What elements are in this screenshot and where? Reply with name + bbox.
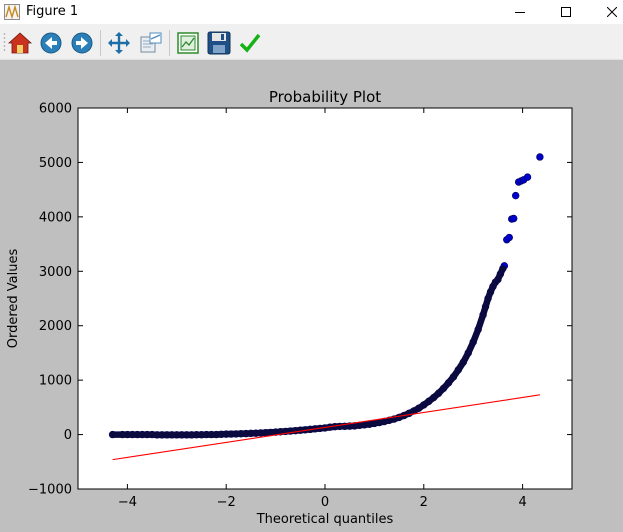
pan-button[interactable]	[106, 30, 132, 56]
y-tick-label: −1000	[28, 483, 72, 498]
x-tick-label: −4	[118, 495, 137, 510]
home-button[interactable]	[7, 30, 33, 56]
minimize-icon	[515, 12, 525, 13]
zoom-icon	[140, 32, 162, 53]
fit-line	[112, 394, 540, 461]
y-tick-label: 0	[64, 428, 72, 443]
x-tick-label: 0	[321, 495, 329, 510]
y-tick-label: 2000	[39, 319, 72, 334]
toolbar-separator	[169, 30, 170, 56]
forward-icon	[71, 32, 93, 54]
pan-icon	[108, 32, 130, 54]
edit-parameters-button[interactable]	[237, 30, 263, 56]
window-title: Figure 1	[26, 4, 79, 19]
figure-canvas[interactable]: −4 −2 0 2 4 −1000 0 1000 2000 3000 4000 5000 6000 Pro…	[0, 60, 623, 532]
y-tick-label: 5000	[39, 156, 72, 171]
save-button[interactable]	[206, 30, 232, 56]
back-icon	[40, 32, 62, 54]
y-tick-label: 1000	[39, 374, 72, 389]
chart-title: Probability Plot	[269, 88, 381, 106]
data-point	[505, 233, 513, 242]
data-point	[523, 173, 532, 181]
maximize-icon	[561, 7, 571, 17]
minimize-button[interactable]	[497, 0, 543, 24]
data-point	[510, 214, 518, 223]
close-icon	[607, 7, 617, 17]
edit-parameters-icon	[239, 33, 261, 53]
probability-plot: −4 −2 0 2 4 −1000 0 1000 2000 3000 4000 5000 6000 Pro…	[6, 88, 573, 527]
x-tick-label: 4	[518, 495, 526, 510]
zoom-button[interactable]	[138, 30, 164, 56]
forward-button[interactable]	[69, 30, 95, 56]
subplots-icon	[177, 32, 199, 54]
data-point	[511, 191, 520, 200]
y-tick-label: 4000	[39, 210, 72, 225]
x-axis-label: Theoretical quantiles	[256, 512, 394, 527]
subplots-button[interactable]	[175, 30, 201, 56]
toolbar-grip	[3, 33, 6, 51]
y-tick-label: 3000	[39, 265, 72, 280]
save-icon	[207, 31, 231, 55]
y-tick-label: 6000	[39, 102, 72, 117]
navigation-toolbar	[0, 24, 623, 60]
axes-frame	[77, 107, 573, 490]
maximize-button[interactable]	[543, 0, 589, 24]
data-point	[536, 153, 544, 161]
matplotlib-app-icon	[4, 4, 20, 20]
x-tick-label: −2	[217, 495, 236, 510]
close-button[interactable]	[589, 0, 623, 24]
home-icon	[8, 32, 32, 54]
y-axis-label: Ordered Values	[6, 249, 21, 349]
back-button[interactable]	[38, 30, 64, 56]
toolbar-separator	[100, 30, 101, 56]
x-tick-label: 2	[420, 495, 428, 510]
window-titlebar: Figure 1	[0, 0, 623, 24]
